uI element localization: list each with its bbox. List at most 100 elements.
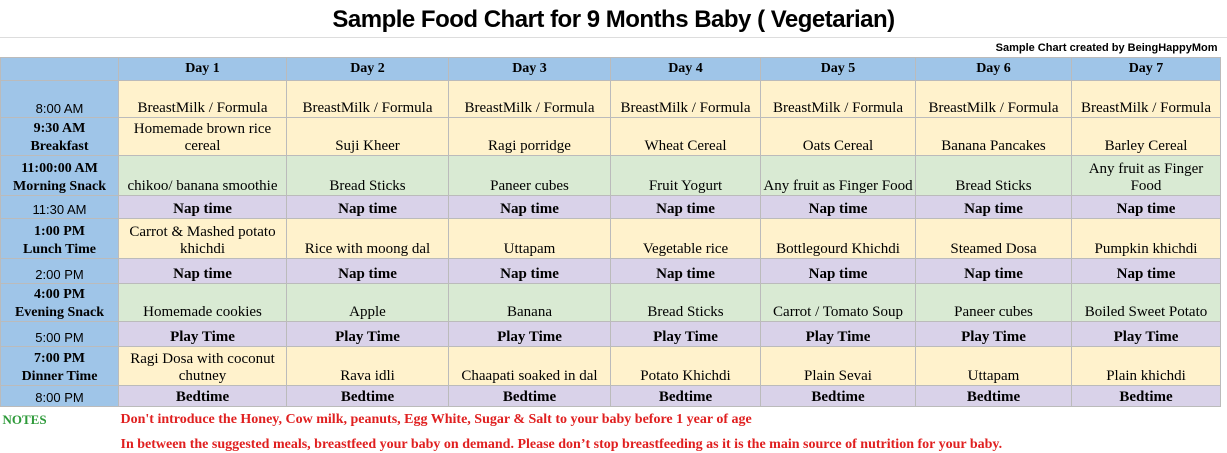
meal-cell: Paneer cubes [448, 154, 611, 196]
notes-row: NOTES Don't introduce the Honey, Cow milk… [1, 406, 1227, 428]
time-cell: 8:00 PM [0, 384, 119, 407]
meal-row: 11:30 AM Nap time Nap time Nap time Nap time… [0, 194, 1227, 219]
meal-cell: Ragi porridge [448, 116, 611, 156]
meal-cell: Bedtime [915, 384, 1072, 407]
meal-row: 8:00 PM Bedtime Bedtime Bedtime Bedtime Bedti… [0, 384, 1227, 407]
time-cell: 5:00 PM [0, 320, 119, 347]
time-label: Evening Snack [14, 304, 105, 320]
meal-cell: Carrot & Mashed potato khichdi [118, 217, 287, 259]
time: 8:00 PM [35, 389, 84, 405]
meal-row: 2:00 PM Nap time Nap time Nap time Nap time N… [0, 257, 1227, 284]
meal-cell: Apple [286, 282, 449, 322]
credit: Sample Chart created by BeingHappyMom [995, 41, 1218, 54]
meal-cell: Barley Cereal [1071, 116, 1221, 156]
meal-cell: Fruit Yogurt [610, 154, 761, 196]
meal-cell: Nap time [118, 194, 287, 219]
meal-cell: Nap time [760, 194, 916, 219]
meal-cell: Homemade cookies [118, 282, 287, 322]
meal-cell: Bedtime [286, 384, 449, 407]
meal-cell: Rava idli [286, 345, 449, 386]
blank [1221, 57, 1227, 80]
meal-cell: Boiled Sweet Potato [1071, 282, 1221, 322]
notes-row: In between the suggested meals, breastfe… [1, 428, 1227, 453]
blank [1221, 80, 1227, 117]
meal-cell: BreastMilk / Formula [915, 79, 1072, 118]
time-cell: 11:30 AM [0, 194, 119, 219]
time-cell: 11:00:00 AM Morning Snack [0, 154, 119, 196]
time-cell: 7:00 PM Dinner Time [0, 345, 119, 386]
meal-cell: Play Time [118, 320, 287, 347]
time: 1:00 PM [34, 223, 85, 239]
meal-cell: chikoo/ banana smoothie [118, 154, 287, 196]
meal-cell: Banana [448, 282, 611, 322]
meal-cell: Play Time [610, 320, 761, 347]
day-header: Day 2 [286, 56, 449, 81]
blank [1221, 283, 1227, 321]
time: 11:30 AM [32, 201, 87, 217]
meal-row: 5:00 PM Play Time Play Time Play Time Play T… [0, 320, 1227, 347]
blank [1221, 155, 1227, 195]
meal-cell: Bottlegourd Khichdi [760, 217, 916, 259]
meal-cell: Any fruit as Finger Food [1071, 154, 1221, 196]
header-blank [0, 56, 119, 81]
blank [1221, 195, 1227, 218]
meal-cell: Bedtime [118, 384, 287, 407]
meal-cell: Nap time [915, 257, 1072, 284]
blank [1, 38, 119, 57]
meal-cell: Vegetable rice [610, 217, 761, 259]
meal-cell: Any fruit as Finger Food [760, 154, 916, 196]
meal-cell: BreastMilk / Formula [286, 79, 449, 118]
time: 7:00 PM [34, 350, 85, 366]
day-header: Day 3 [448, 56, 611, 81]
meal-cell: Carrot / Tomato Soup [760, 282, 916, 322]
time: 9:30 AM [33, 120, 86, 136]
time-cell: 4:00 PM Evening Snack [0, 282, 119, 322]
meal-cell: BreastMilk / Formula [118, 79, 287, 118]
meal-cell: BreastMilk / Formula [610, 79, 761, 118]
food-chart-table: Sample Chart created by BeingHappyMom Day… [0, 38, 1227, 453]
time-label: Breakfast [30, 138, 89, 154]
meal-cell: Ragi Dosa with coconut chutney [118, 345, 287, 386]
meal-cell: Nap time [760, 257, 916, 284]
blank [1221, 346, 1227, 385]
meal-row: 7:00 PM Dinner Time Ragi Dosa with coconut… [0, 345, 1227, 386]
meal-cell: Uttapam [448, 217, 611, 259]
note: Don't introduce the Honey, Cow milk, pea… [120, 412, 752, 427]
meal-cell: BreastMilk / Formula [448, 79, 611, 118]
meal-cell: Potato Khichdi [610, 345, 761, 386]
meal-cell: Bread Sticks [610, 282, 761, 322]
time-cell: 9:30 AM Breakfast [0, 116, 119, 156]
meal-cell: Chaapati soaked in dal [448, 345, 611, 386]
meal-cell: Banana Pancakes [915, 116, 1072, 156]
meal-cell: Nap time [610, 257, 761, 284]
meal-cell: Homemade brown rice cereal [118, 116, 287, 156]
day-header: Day 7 [1071, 56, 1221, 81]
time-label: Lunch Time [22, 241, 96, 257]
meal-cell: Play Time [1071, 320, 1221, 347]
blank [1221, 258, 1227, 283]
time: 8:00 AM [35, 100, 84, 116]
meal-cell: Nap time [286, 194, 449, 219]
time-label: Morning Snack [13, 178, 106, 194]
meal-cell: Nap time [118, 257, 287, 284]
meal-cell: Bread Sticks [915, 154, 1072, 196]
time-cell: 2:00 PM [0, 257, 119, 284]
time-cell: 1:00 PM Lunch Time [0, 217, 119, 259]
meal-cell: Play Time [286, 320, 449, 347]
day-header: Day 1 [118, 56, 287, 81]
meal-cell: Wheat Cereal [610, 116, 761, 156]
day-header: Day 6 [915, 56, 1072, 81]
meal-cell: Nap time [448, 194, 611, 219]
time-label: Dinner Time [21, 368, 98, 384]
meal-cell: Bread Sticks [286, 154, 449, 196]
meal-cell: Nap time [1071, 257, 1221, 284]
meal-cell: Play Time [915, 320, 1072, 347]
meal-cell: Paneer cubes [915, 282, 1072, 322]
meal-cell: BreastMilk / Formula [760, 79, 916, 118]
notes-label: NOTES [2, 412, 47, 427]
meal-cell: Play Time [760, 320, 916, 347]
blank [1221, 218, 1227, 258]
meal-cell: Bedtime [610, 384, 761, 407]
meal-cell: Bedtime [1071, 384, 1221, 407]
